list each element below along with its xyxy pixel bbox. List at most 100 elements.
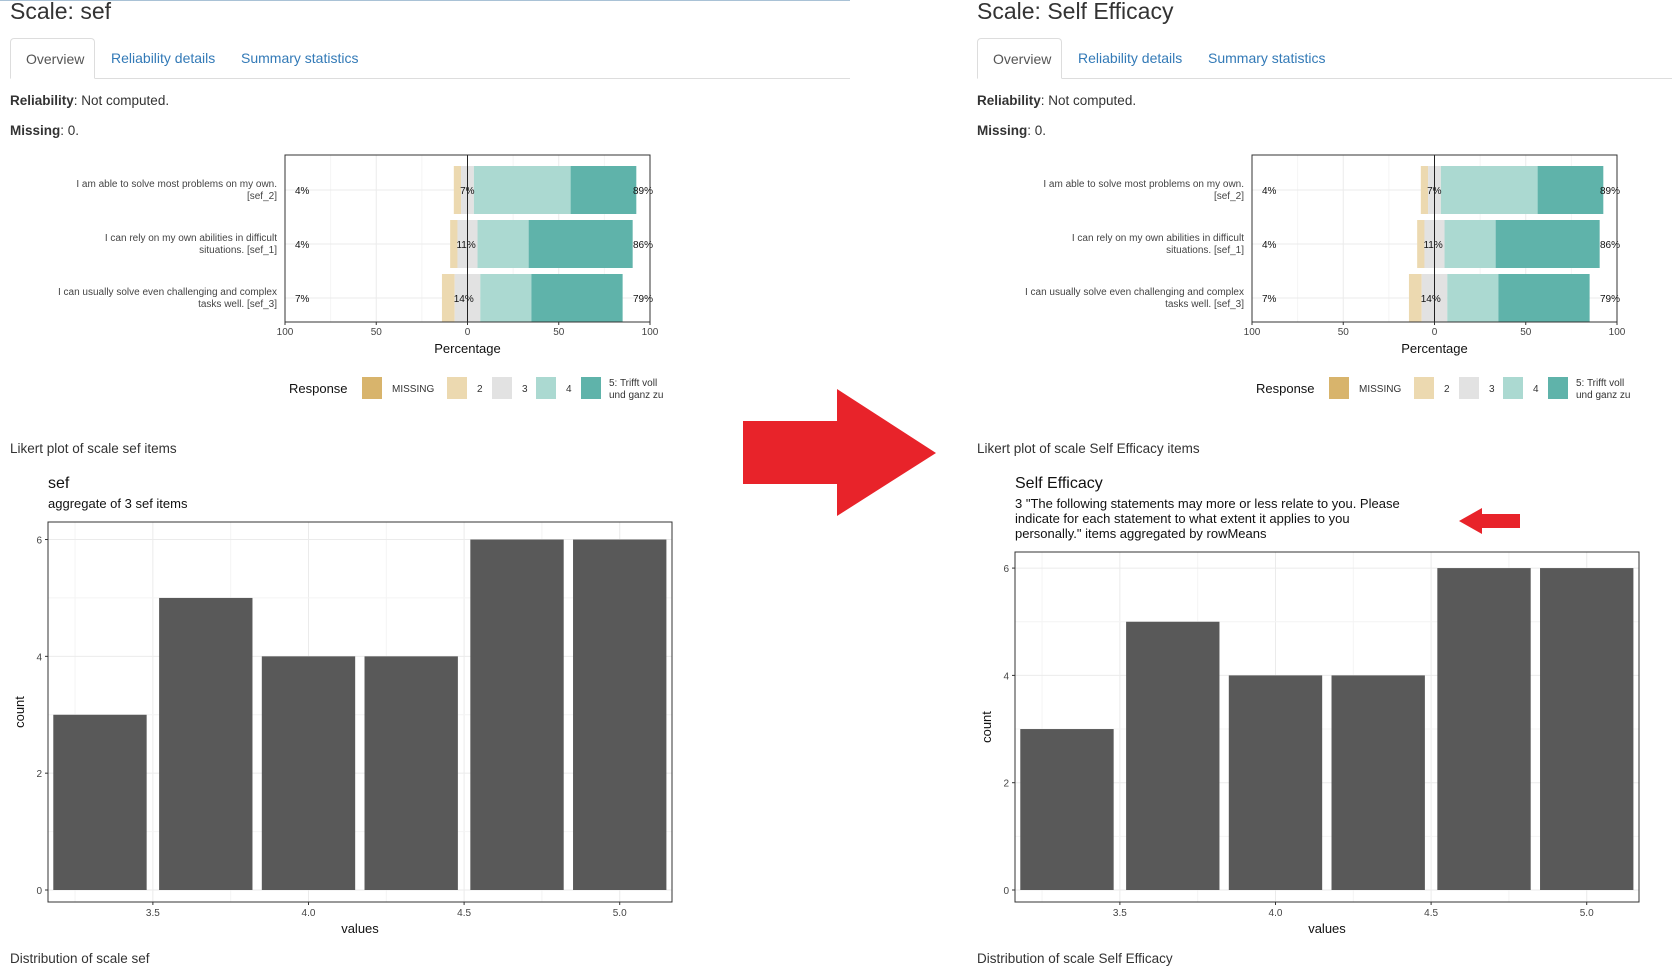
missing-label: Missing — [977, 123, 1028, 138]
tab-reliability-details[interactable]: Reliability details — [1078, 50, 1183, 66]
legend-label: 5: Trifft voll — [609, 378, 657, 389]
reliability-value: : Not computed. — [1040, 93, 1137, 108]
item-label: tasks well. [sef_3] — [198, 299, 277, 310]
plot-background — [48, 522, 672, 902]
item-label: [sef_2] — [1214, 191, 1244, 202]
x-tick-label: 3.5 — [1113, 908, 1127, 919]
x-axis-label: values — [1308, 921, 1346, 936]
missing-label: Missing — [10, 123, 61, 138]
bar-segment-4 — [477, 220, 529, 268]
low-percent-label: 7% — [295, 294, 310, 305]
histogram-bar — [1126, 621, 1220, 890]
legend-key — [1414, 377, 1434, 399]
y-tick-label: 2 — [36, 769, 42, 780]
plot-border — [1014, 551, 1640, 903]
bar-segment-2 — [1420, 166, 1429, 214]
tab-bar: Overview Reliability details Summary sta… — [10, 38, 850, 79]
histogram-plot: sef aggregate of 3 sef items 0 2 4 6 3.5 4.0 4.5… — [12, 475, 673, 936]
neutral-percent-label: 14% — [454, 294, 474, 305]
tab-overview[interactable]: Overview — [977, 38, 1062, 79]
reliability-label: Reliability — [10, 93, 74, 108]
legend-title: Response — [289, 381, 348, 396]
x-tick-label: 4.0 — [1269, 908, 1283, 919]
bar-segment-4 — [480, 274, 532, 322]
histogram-bar — [1020, 729, 1114, 890]
bar-segment-5 — [1498, 274, 1590, 322]
histogram-bar — [53, 714, 147, 890]
plot-border — [47, 521, 673, 903]
legend-label: 4 — [1533, 384, 1539, 395]
legend-label: 2 — [477, 384, 483, 395]
missing-value: : 0. — [1027, 123, 1047, 138]
tab-reliability-details[interactable]: Reliability details — [111, 50, 216, 66]
histogram-bar — [1228, 675, 1323, 890]
histogram-subtitle: personally." items aggregated by rowMean… — [1015, 526, 1267, 541]
x-tick-label: 4.5 — [1424, 908, 1438, 919]
y-tick-label: 0 — [36, 886, 42, 897]
neutral-percent-label: 14% — [1421, 294, 1441, 305]
left-panel: Scale: sef Overview Reliability details … — [0, 0, 850, 966]
page-title: Scale: sef — [10, 0, 111, 24]
x-tick-label: 100 — [277, 327, 294, 338]
distribution-caption: Distribution of scale Self Efficacy — [977, 951, 1173, 966]
legend-label: und ganz zu — [1576, 390, 1631, 401]
small-red-arrow-icon — [1459, 508, 1520, 534]
y-tick-label: 2 — [1003, 779, 1009, 790]
item-label: situations. [sef_1] — [1166, 245, 1244, 256]
histogram-title: sef — [48, 475, 70, 492]
x-tick-label: 50 — [553, 327, 565, 338]
x-axis-label: Percentage — [434, 341, 501, 356]
high-percent-label: 86% — [1600, 240, 1620, 251]
legend-title: Response — [1256, 381, 1315, 396]
item-label: tasks well. [sef_3] — [1165, 299, 1244, 310]
bar-segment-2 — [1417, 220, 1425, 268]
item-label: I can rely on my own abilities in diffic… — [1072, 233, 1244, 244]
legend-label: 3 — [522, 384, 528, 395]
bar-segment-4 — [1447, 274, 1499, 322]
item-label: [sef_2] — [247, 191, 277, 202]
x-axis-label: Percentage — [1401, 341, 1468, 356]
low-percent-label: 4% — [295, 240, 310, 251]
legend-label: 5: Trifft voll — [1576, 378, 1624, 389]
low-percent-label: 7% — [1262, 294, 1277, 305]
big-red-arrow-icon — [743, 389, 936, 516]
histogram-bar — [573, 539, 667, 890]
x-tick-label: 5.0 — [613, 908, 627, 919]
legend-label: MISSING — [1359, 384, 1401, 395]
histogram-bar — [364, 656, 458, 890]
bar-segment-5 — [531, 274, 623, 322]
bar-segment-5 — [570, 166, 637, 214]
x-tick-label: 3.5 — [146, 908, 160, 919]
y-axis-label: count — [12, 696, 27, 728]
low-percent-label: 4% — [295, 186, 310, 197]
legend-label: und ganz zu — [609, 390, 664, 401]
high-percent-label: 89% — [633, 186, 653, 197]
tab-bar: Overview Reliability details Summary sta… — [977, 38, 1672, 79]
legend-label: 2 — [1444, 384, 1450, 395]
reliability-label: Reliability — [977, 93, 1041, 108]
low-percent-label: 4% — [1262, 240, 1277, 251]
legend-label: MISSING — [392, 384, 434, 395]
bar-segment-4 — [1440, 166, 1538, 214]
tab-overview[interactable]: Overview — [10, 38, 95, 79]
tab-summary-statistics[interactable]: Summary statistics — [241, 50, 359, 66]
tab-summary-statistics[interactable]: Summary statistics — [1208, 50, 1326, 66]
legend-key — [1503, 377, 1523, 399]
bar-segment-2 — [1408, 274, 1422, 322]
likert-plot: 7% 4% 89% I am able to solve most problems … — [58, 154, 664, 401]
x-tick-label: 50 — [1338, 327, 1350, 338]
missing-value: : 0. — [60, 123, 80, 138]
histogram-bar — [261, 656, 356, 890]
neutral-percent-label: 11% — [456, 240, 475, 251]
plot-background — [1015, 552, 1639, 902]
y-tick-label: 4 — [36, 652, 42, 663]
legend-key — [492, 377, 512, 399]
x-tick-label: 50 — [1520, 327, 1532, 338]
y-tick-label: 6 — [1003, 564, 1009, 575]
item-label: I am able to solve most problems on my o… — [1043, 179, 1244, 190]
y-tick-label: 0 — [1003, 886, 1009, 897]
legend-key — [581, 377, 601, 399]
y-tick-label: 6 — [36, 536, 42, 547]
legend-key — [447, 377, 467, 399]
high-percent-label: 89% — [1600, 186, 1620, 197]
